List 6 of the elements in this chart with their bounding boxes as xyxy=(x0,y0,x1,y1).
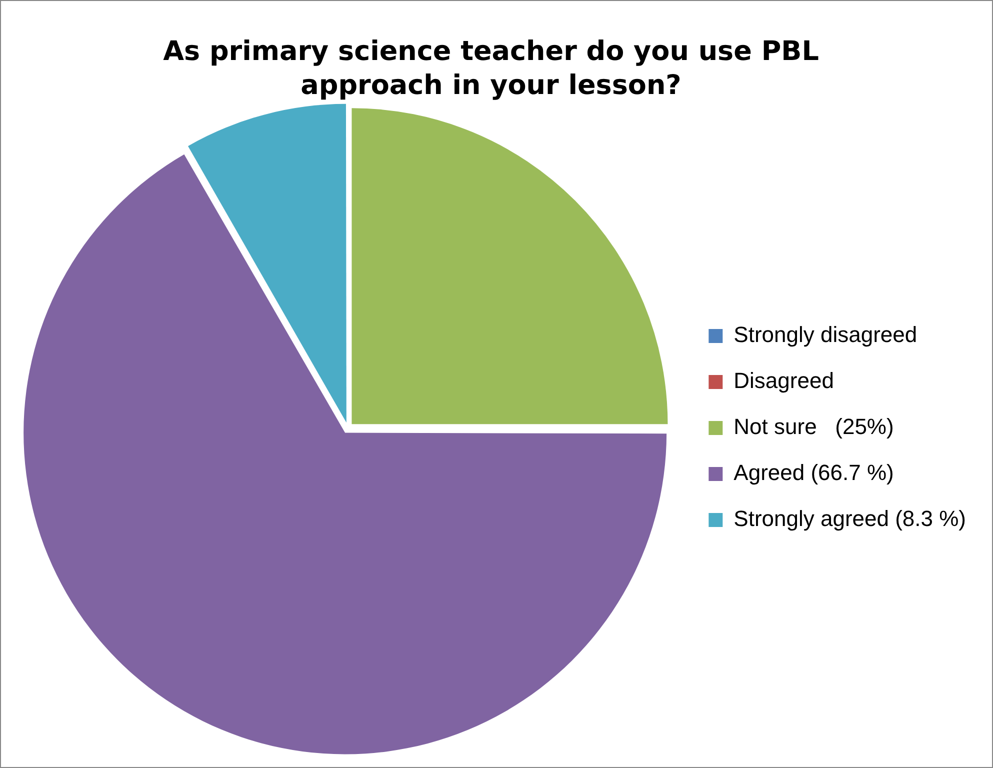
chart-title: As primary science teacher do you use PBL approach in your lesson? xyxy=(162,35,820,103)
legend-label: Disagreed xyxy=(734,368,834,394)
legend-label: Not sure (25%) xyxy=(734,414,894,440)
legend-label: Strongly disagreed xyxy=(734,322,918,348)
legend-label: Strongly agreed (8.3 %) xyxy=(734,506,966,532)
legend-label: Agreed (66.7 %) xyxy=(734,460,894,486)
